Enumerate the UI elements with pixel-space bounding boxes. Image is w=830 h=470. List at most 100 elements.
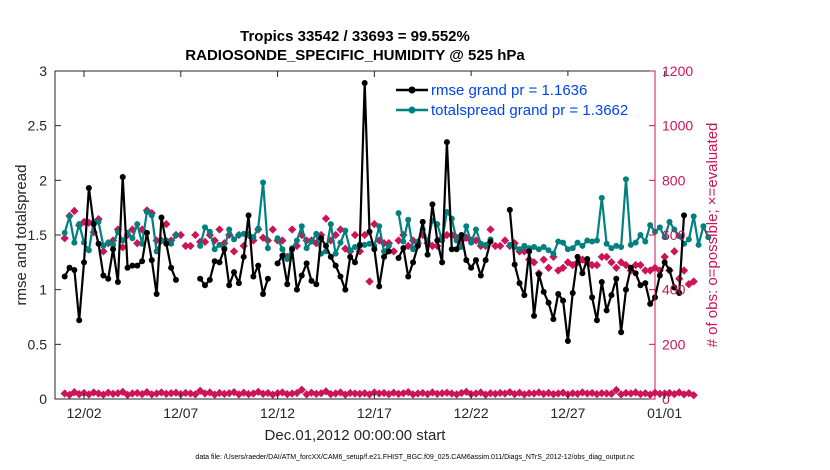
totalspread-point	[274, 235, 281, 242]
totalspread-point	[206, 228, 213, 235]
rmse-point	[322, 242, 329, 249]
y-tick-label-right: 800	[662, 172, 686, 188]
totalspread-point	[564, 246, 571, 253]
rmse-point	[632, 270, 639, 277]
rmse-point	[511, 261, 518, 268]
possible-obs-marker	[379, 388, 389, 398]
legend-totalspread-marker	[408, 106, 416, 114]
evaluated-obs-marker	[554, 266, 563, 275]
y-axis-label-left: rmse and totalspread	[13, 165, 30, 306]
totalspread-point	[148, 212, 155, 219]
rmse-point	[405, 273, 412, 280]
evaluated-obs-marker	[360, 230, 369, 240]
rmse-point	[439, 259, 446, 266]
totalspread-point	[366, 240, 373, 247]
rmse-point	[569, 289, 576, 296]
totalspread-point	[661, 234, 668, 241]
rmse-point	[342, 286, 349, 293]
totalspread-point	[695, 241, 702, 248]
rmse-point	[676, 289, 683, 296]
totalspread-point	[521, 242, 528, 249]
totalspread-point	[395, 210, 402, 217]
totalspread-point	[589, 238, 596, 245]
rmse-point	[671, 284, 678, 291]
possible-obs-marker	[621, 388, 631, 398]
x-axis-label: Dec.01,2012 00:00:00 start	[265, 427, 447, 444]
rmse-point	[463, 257, 470, 264]
totalspread-point	[593, 237, 600, 244]
totalspread-point	[468, 239, 475, 246]
rmse-point	[85, 184, 92, 191]
rmse-point	[579, 270, 586, 277]
rmse-point	[400, 245, 407, 252]
rmse-point	[589, 294, 596, 301]
evaluated-obs-marker	[558, 263, 568, 272]
possible-obs-marker	[689, 391, 698, 400]
evaluated-obs-marker	[660, 252, 669, 262]
possible-obs-marker	[118, 387, 127, 397]
evaluated-obs-marker	[215, 225, 224, 234]
evaluated-obs-marker	[229, 247, 239, 256]
rmse-point	[206, 276, 213, 283]
rmse-point	[376, 283, 383, 290]
possible-obs-marker	[65, 390, 74, 400]
rmse-point	[226, 282, 233, 289]
totalspread-point	[671, 226, 678, 233]
evaluated-obs-marker	[350, 230, 360, 240]
y-tick-label-left: 1.5	[28, 227, 48, 243]
rmse-point	[221, 246, 228, 253]
rmse-point	[250, 273, 257, 280]
x-tick-label: 12/17	[357, 405, 392, 421]
possible-obs-marker	[336, 388, 345, 397]
possible-obs-marker	[641, 389, 650, 398]
y-tick-label-right: 1200	[662, 63, 693, 79]
possible-obs-marker	[665, 388, 674, 398]
legend-box	[392, 76, 652, 122]
possible-obs-marker	[263, 388, 273, 398]
totalspread-point	[71, 239, 78, 246]
rmse-point	[293, 286, 300, 293]
totalspread-point	[574, 239, 581, 246]
totalspread-point	[555, 238, 562, 245]
rmse-point	[531, 312, 538, 319]
totalspread-point	[202, 224, 208, 231]
totalspread-point	[550, 250, 557, 257]
totalspread-point	[540, 244, 547, 251]
rmse-point	[260, 291, 267, 298]
rmse-point	[264, 275, 271, 282]
totalspread-point	[545, 247, 552, 254]
chart-title-line-1: Tropics 33542 / 33693 = 99.552%	[240, 28, 470, 45]
rmse-point	[245, 212, 252, 219]
rmse-point	[274, 260, 281, 267]
totalspread-point	[569, 245, 576, 252]
rmse-point	[327, 253, 334, 260]
rmse-point	[231, 269, 238, 276]
possible-obs-marker	[505, 388, 514, 397]
totalspread-point	[705, 234, 712, 241]
totalspread-point	[400, 238, 407, 245]
evaluated-obs-marker	[341, 244, 350, 253]
totalspread-point	[235, 232, 242, 238]
totalspread-point	[685, 236, 692, 243]
rmse-point	[647, 300, 654, 307]
evaluated-obs-marker	[394, 236, 403, 245]
totalspread-point	[226, 226, 233, 233]
rmse-point	[424, 251, 431, 258]
rmse-point	[661, 259, 668, 266]
y-tick-label-right: 600	[662, 227, 686, 243]
totalspread-point	[385, 242, 392, 249]
evaluated-obs-marker	[684, 280, 694, 289]
totalspread-point	[298, 223, 305, 230]
evaluated-obs-marker	[336, 225, 345, 234]
rmse-point	[124, 264, 131, 271]
evaluated-obs-marker	[529, 258, 539, 267]
rmse-point	[332, 262, 339, 269]
rmse-point	[618, 329, 625, 336]
rmse-point	[613, 275, 620, 282]
rmse-point	[139, 258, 146, 265]
rmse-point	[163, 240, 170, 247]
evaluated-obs-marker	[689, 277, 698, 286]
evaluated-obs-marker	[268, 225, 277, 234]
rmse-point	[61, 273, 68, 280]
rmse-point	[453, 246, 460, 253]
